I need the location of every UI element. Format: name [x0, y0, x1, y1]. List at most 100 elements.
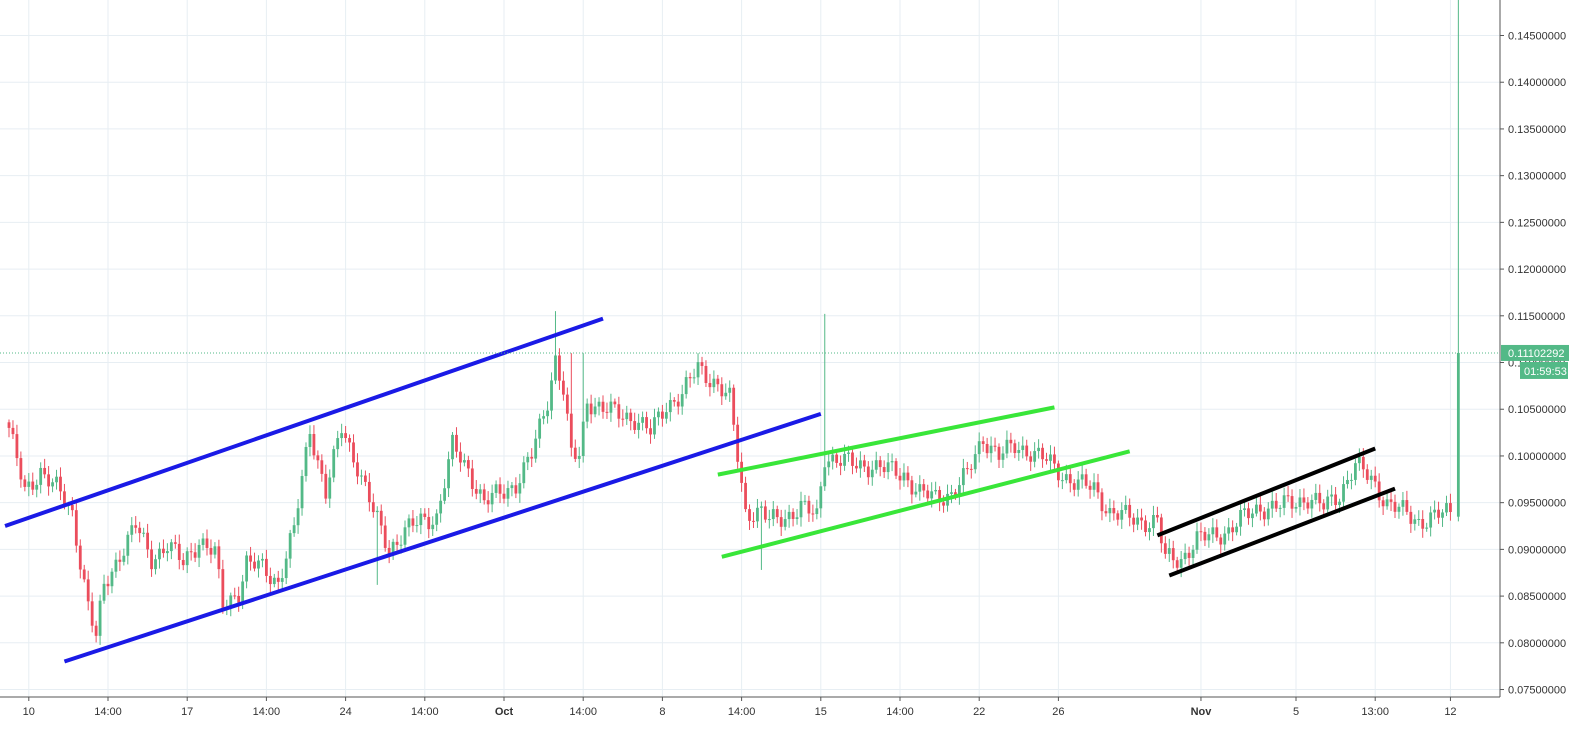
- trendline[interactable]: [721, 449, 1131, 559]
- candle-body: [356, 462, 359, 477]
- candle-body: [1219, 537, 1223, 545]
- candle-body: [1310, 499, 1314, 509]
- candle-body: [181, 559, 185, 566]
- candle-body: [201, 538, 205, 545]
- candle-body: [668, 400, 672, 413]
- trendline[interactable]: [4, 316, 604, 528]
- candle-body: [1132, 517, 1136, 525]
- candle-body: [11, 427, 15, 435]
- x-tick-label: 13:00: [1361, 706, 1389, 718]
- candle-body: [134, 525, 138, 528]
- candle-body: [510, 485, 514, 489]
- candle-body: [732, 387, 736, 425]
- candle-body: [360, 475, 363, 477]
- candle-body: [874, 460, 878, 470]
- candle-body: [237, 595, 241, 603]
- candle-body: [910, 480, 914, 495]
- candle-body: [763, 506, 767, 520]
- candle-body: [47, 474, 50, 487]
- trendlines-layer: [4, 316, 1396, 664]
- candle-body: [1088, 485, 1092, 490]
- candle-body: [395, 541, 399, 545]
- candle-body: [835, 454, 839, 463]
- candle-body: [1262, 511, 1266, 520]
- candle-body: [890, 461, 894, 463]
- candle-body: [193, 552, 197, 558]
- candle-body: [609, 401, 613, 413]
- candle-body: [74, 510, 78, 546]
- candle-body: [142, 532, 146, 534]
- candle-body: [1120, 510, 1124, 520]
- candle-body: [407, 518, 411, 528]
- trendline[interactable]: [63, 412, 822, 664]
- candle-body: [296, 508, 300, 526]
- candle-body: [1017, 450, 1021, 454]
- candle-body: [1187, 552, 1191, 558]
- candle-body: [130, 525, 134, 535]
- candle-body: [332, 449, 336, 478]
- candle-body: [593, 406, 597, 415]
- candle-body: [930, 491, 934, 499]
- candle-body: [63, 491, 66, 506]
- candle-body: [451, 434, 454, 460]
- candle-body: [993, 445, 997, 447]
- candle-body: [605, 411, 609, 413]
- candle-body: [213, 546, 217, 555]
- candle-body: [783, 519, 787, 527]
- candle-body: [950, 492, 953, 494]
- candle-body: [35, 484, 39, 490]
- candle-body: [1021, 445, 1025, 451]
- candle-body: [336, 438, 340, 450]
- candle-body: [866, 466, 870, 478]
- candle-body: [851, 452, 854, 466]
- candle-body: [154, 559, 157, 570]
- x-tick-label: Oct: [495, 706, 514, 718]
- candle-body: [676, 401, 680, 407]
- candle-body: [748, 509, 751, 521]
- candle-body: [811, 513, 815, 515]
- candle-body: [423, 513, 427, 517]
- candle-body: [205, 538, 209, 548]
- candle-body: [466, 460, 470, 469]
- candle-body: [740, 461, 743, 483]
- candle-body: [661, 411, 664, 419]
- trendline[interactable]: [1168, 486, 1396, 578]
- candle-body: [391, 541, 395, 554]
- candle-body: [522, 462, 526, 484]
- candle-body: [1334, 494, 1337, 506]
- candle-body: [328, 477, 332, 499]
- candle-body: [550, 380, 553, 411]
- candle-body: [696, 362, 700, 378]
- candle-body: [728, 387, 732, 393]
- candle-body: [1191, 549, 1195, 558]
- candle-body: [565, 394, 569, 414]
- candle-body: [316, 455, 320, 461]
- candle-body: [815, 508, 819, 515]
- candle-body: [1057, 463, 1060, 481]
- candle-body: [1365, 469, 1369, 480]
- x-tick-label: 15: [815, 706, 827, 718]
- candle-body: [431, 524, 435, 530]
- y-tick-label: 0.08000000: [1508, 638, 1566, 650]
- candle-body: [1203, 531, 1207, 541]
- candle-body: [379, 510, 383, 526]
- candle-body: [637, 422, 641, 430]
- trendline[interactable]: [1156, 446, 1376, 538]
- candle-body: [839, 462, 842, 466]
- candle-body: [1255, 504, 1258, 514]
- candle-body: [1152, 515, 1155, 529]
- candle-body: [894, 461, 898, 476]
- candle-body: [304, 446, 308, 477]
- current-price-label: 0.11102292: [1508, 348, 1564, 360]
- candle-body: [657, 411, 660, 418]
- candle-body: [1029, 456, 1033, 462]
- candle-body: [1397, 506, 1401, 512]
- candle-body: [969, 468, 973, 470]
- candle-body: [1231, 527, 1235, 533]
- candle-body: [1322, 503, 1326, 510]
- candle-body: [1156, 515, 1159, 518]
- trendline[interactable]: [717, 405, 1055, 477]
- candle-body: [898, 475, 902, 481]
